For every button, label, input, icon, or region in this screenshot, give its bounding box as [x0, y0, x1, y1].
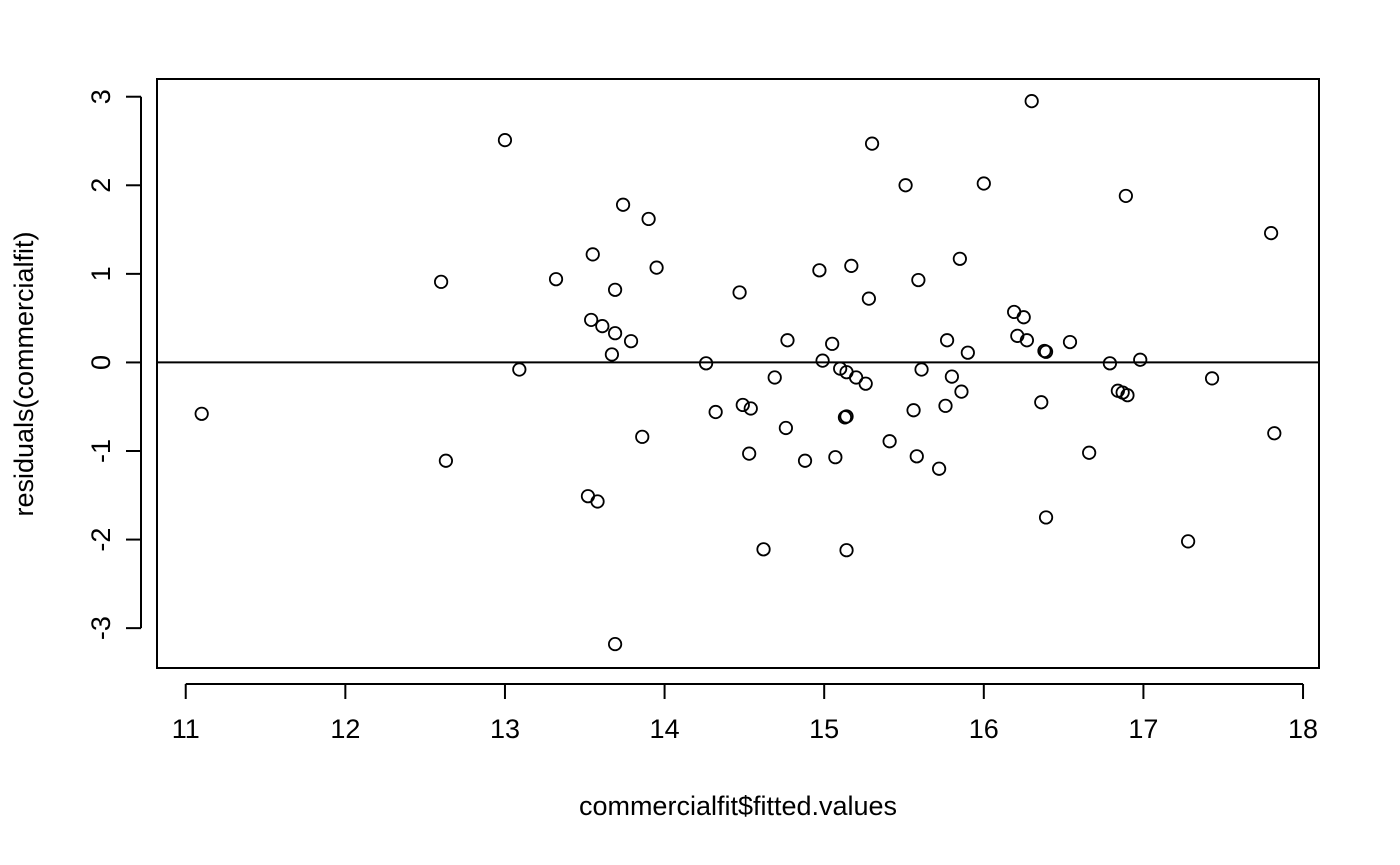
- data-point: [960, 345, 975, 360]
- data-point: [906, 403, 921, 418]
- data-point: [194, 406, 209, 421]
- x-tick-label: 12: [330, 714, 360, 744]
- data-point: [1024, 94, 1039, 109]
- y-tick-label: 3: [86, 89, 116, 104]
- x-tick-label: 13: [490, 714, 520, 744]
- data-point: [607, 282, 623, 297]
- data-point: [1062, 334, 1078, 350]
- data-point: [635, 429, 650, 444]
- data-point: [607, 636, 623, 652]
- data-point: [898, 178, 913, 193]
- data-point: [434, 274, 449, 289]
- data-point: [607, 326, 623, 341]
- y-tick-label: -3: [86, 616, 116, 640]
- x-tick-label: 15: [809, 714, 839, 744]
- data-point: [952, 251, 967, 266]
- data-point: [548, 272, 564, 287]
- x-tick-label: 16: [969, 714, 999, 744]
- data-point: [584, 312, 599, 328]
- data-point: [698, 356, 714, 371]
- data-point: [743, 401, 758, 416]
- y-axis-title: residuals(commercialfit): [9, 231, 39, 516]
- data-point: [861, 291, 876, 306]
- data-point: [1181, 534, 1196, 549]
- data-point: [615, 197, 631, 212]
- y-tick-label: -1: [86, 439, 116, 463]
- data-point: [1133, 352, 1148, 367]
- data-point: [797, 453, 813, 468]
- data-point: [909, 449, 924, 464]
- data-point: [585, 247, 600, 262]
- data-point: [858, 376, 873, 391]
- data-point: [1267, 426, 1282, 441]
- data-point: [1120, 388, 1135, 403]
- data-point: [512, 362, 527, 377]
- data-point: [742, 446, 757, 461]
- data-point: [828, 450, 843, 465]
- data-point: [944, 369, 959, 384]
- plot-frame: [156, 78, 1320, 669]
- data-point: [1016, 310, 1031, 325]
- data-point: [708, 404, 723, 420]
- data-point: [1034, 395, 1049, 410]
- y-axis: -3 -2 -1 0 1 2 3: [86, 89, 142, 640]
- data-point: [649, 260, 664, 275]
- data-point: [864, 136, 880, 151]
- y-tick-label: 1: [86, 266, 116, 281]
- data-point: [590, 494, 605, 509]
- data-point: [932, 461, 947, 476]
- x-axis-title: commercialfit$fitted.values: [579, 791, 897, 821]
- data-point: [839, 409, 854, 424]
- data-point: [914, 362, 929, 377]
- data-point: [778, 420, 793, 436]
- data-point: [438, 453, 454, 468]
- data-point: [1204, 371, 1220, 386]
- data-point: [954, 384, 969, 399]
- data-point: [844, 258, 859, 273]
- data-point: [756, 542, 771, 557]
- x-tick-label: 17: [1128, 714, 1158, 744]
- x-tick-label: 14: [650, 714, 680, 744]
- data-point: [595, 319, 610, 334]
- data-point: [939, 333, 955, 348]
- data-point: [767, 370, 782, 385]
- x-tick-label: 18: [1288, 714, 1318, 744]
- data-point: [623, 334, 639, 349]
- data-point: [882, 434, 897, 449]
- data-point: [780, 333, 795, 348]
- data-point: [1102, 356, 1118, 371]
- data-point: [938, 398, 953, 413]
- y-tick-label: 2: [86, 178, 116, 193]
- data-point: [1019, 333, 1035, 348]
- data-point: [1118, 188, 1133, 204]
- x-tick-label: 11: [172, 714, 200, 744]
- data-point: [641, 211, 656, 227]
- data-points: [194, 94, 1282, 652]
- data-point: [1082, 445, 1097, 460]
- data-point: [1038, 510, 1054, 525]
- data-point: [839, 543, 854, 558]
- data-point: [497, 133, 513, 148]
- data-point: [735, 397, 750, 413]
- data-point: [604, 347, 620, 362]
- data-point: [1264, 226, 1279, 241]
- data-point: [825, 336, 840, 351]
- data-point: [911, 272, 926, 288]
- y-tick-label: 0: [86, 355, 116, 370]
- data-point: [815, 353, 830, 368]
- data-point: [1038, 344, 1054, 359]
- data-point: [812, 263, 827, 278]
- data-point: [976, 176, 991, 191]
- y-tick-label: -2: [86, 528, 116, 552]
- x-axis: 11 12 13 14 15 16 17 18: [172, 683, 1318, 744]
- data-point: [732, 285, 747, 300]
